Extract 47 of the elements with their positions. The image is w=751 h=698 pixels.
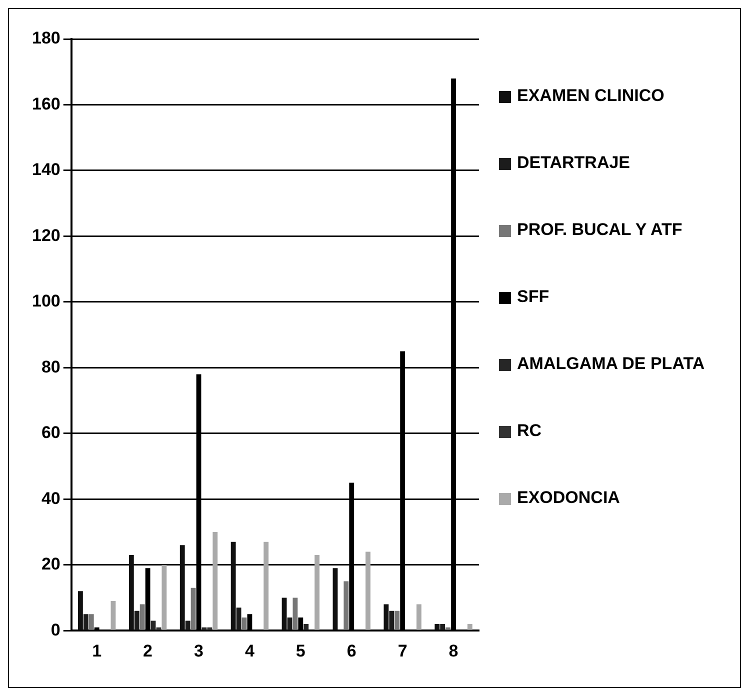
legend-label: SFF (517, 286, 550, 308)
x-tick-label: 8 (448, 641, 458, 660)
legend-label: DETARTRAJE (517, 152, 630, 174)
legend-label: EXAMEN CLINICO (517, 85, 664, 107)
bar (332, 568, 338, 630)
legend-label: EXODONCIA (517, 487, 620, 509)
y-tick-label: 80 (41, 357, 60, 376)
y-tick-label: 180 (32, 28, 60, 48)
bar (150, 620, 156, 630)
bar (242, 617, 247, 630)
y-tick-label: 60 (41, 423, 60, 442)
legend-label: AMALGAMA DE PLATA (517, 353, 705, 375)
bar (292, 598, 298, 630)
y-tick-label: 140 (32, 160, 60, 180)
x-tick-label: 3 (194, 641, 204, 660)
x-tick-label: 4 (244, 641, 255, 660)
x-tick-label: 2 (143, 641, 153, 660)
y-tick-label: 40 (41, 488, 60, 508)
bar (394, 610, 400, 630)
legend-label: RC (517, 420, 542, 442)
y-tick-label: 0 (50, 620, 60, 640)
bar (88, 614, 94, 630)
bar (344, 581, 349, 630)
bar (416, 604, 422, 630)
x-tick-label: 7 (398, 641, 408, 660)
bar (202, 627, 207, 630)
x-tick-label: 6 (346, 641, 356, 660)
bar (140, 604, 145, 630)
x-tick-label: 1 (92, 641, 102, 660)
y-tick-label: 120 (32, 226, 60, 245)
y-tick-label: 20 (41, 554, 60, 574)
bar (304, 624, 309, 630)
bar (264, 542, 269, 630)
bar (314, 555, 320, 630)
y-tick-label: 100 (32, 292, 60, 311)
bar (207, 627, 212, 630)
bar (366, 552, 370, 630)
x-tick-label: 5 (296, 641, 306, 660)
bar (467, 624, 472, 630)
bar (446, 627, 451, 630)
bar (190, 588, 196, 630)
bar (212, 532, 218, 630)
legend-label: PROF. BUCAL Y ATF (517, 219, 682, 241)
bar (110, 601, 116, 630)
y-tick-label: 160 (32, 94, 60, 114)
bar (162, 564, 167, 630)
bar (156, 627, 162, 630)
